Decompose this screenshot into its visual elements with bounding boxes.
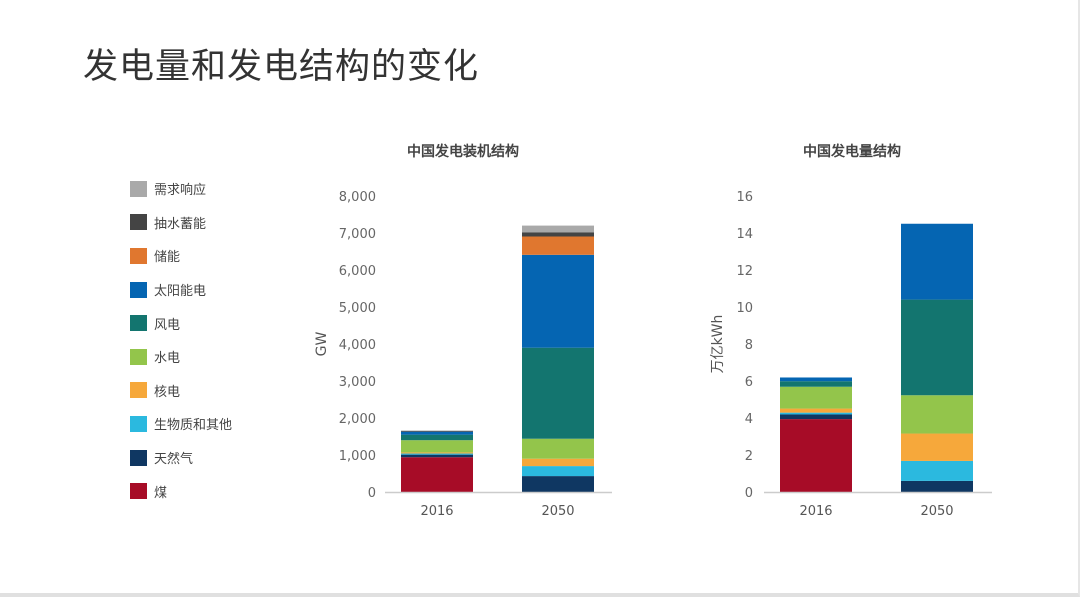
bar-segment — [901, 223, 973, 300]
y-tick-label: 4 — [745, 412, 753, 427]
bar-segment — [522, 225, 594, 233]
bar-segment — [401, 430, 473, 432]
legend-swatch — [130, 180, 147, 197]
legend-label: 生物质和其他 — [154, 418, 233, 434]
legend-item: 煤 — [130, 474, 232, 508]
y-tick-label: 4,000 — [339, 338, 376, 353]
bar-segment — [401, 440, 473, 453]
bar-segment — [401, 453, 473, 455]
bar-segment — [780, 414, 852, 420]
legend-label: 需求响应 — [154, 183, 207, 199]
legend-swatch — [130, 247, 147, 264]
legend-item: 天然气 — [130, 441, 232, 475]
legend-swatch — [130, 315, 147, 332]
x-tick-label: 2050 — [920, 504, 953, 519]
legend-label: 抽水蓄能 — [154, 216, 207, 232]
legend-swatch — [130, 382, 147, 399]
bar-segment — [522, 476, 594, 492]
y-tick-label: 5,000 — [339, 301, 376, 316]
bar-segment — [780, 412, 852, 415]
bar-segment — [522, 232, 594, 237]
bar-segment — [780, 408, 852, 413]
bar-segment — [522, 347, 594, 439]
legend-item: 太阳能电 — [130, 273, 232, 307]
bar-segment — [901, 460, 973, 481]
legend-label: 储能 — [154, 250, 181, 266]
legend-swatch — [130, 348, 147, 365]
legend-label: 太阳能电 — [154, 284, 207, 300]
bar-segment — [901, 433, 973, 461]
bar-segment — [401, 454, 473, 458]
legend: 需求响应抽水蓄能储能太阳能电风电水电核电生物质和其他 天然气煤 — [130, 172, 232, 508]
legend-label: 核电 — [154, 384, 181, 400]
legend-label: 风电 — [154, 317, 181, 333]
y-tick-label: 16 — [736, 190, 753, 205]
x-tick-label: 2050 — [541, 504, 574, 519]
y-axis-label: 万亿kWh — [710, 315, 726, 374]
bar-segment — [901, 480, 973, 492]
y-tick-label: 6 — [745, 375, 753, 390]
legend-item: 抽水蓄能 — [130, 206, 232, 240]
y-tick-label: 12 — [736, 264, 753, 279]
legend-item: 需求响应 — [130, 172, 232, 206]
bar-segment — [401, 434, 473, 441]
legend-swatch — [130, 214, 147, 231]
y-tick-label: 6,000 — [339, 264, 376, 279]
y-tick-label: 0 — [745, 486, 753, 501]
y-tick-label: 0 — [368, 486, 376, 501]
y-tick-label: 14 — [736, 227, 753, 242]
legend-item: 生物质和其他 — [130, 407, 232, 441]
legend-item: 风电 — [130, 306, 232, 340]
y-tick-label: 8,000 — [339, 190, 376, 205]
bar-segment — [522, 254, 594, 348]
legend-swatch — [130, 281, 147, 298]
legend-label: 水电 — [154, 351, 181, 367]
bar-segment — [780, 386, 852, 409]
bar-segment — [401, 431, 473, 435]
y-tick-label: 7,000 — [339, 227, 376, 242]
y-tick-label: 2 — [745, 449, 753, 464]
bar-segment — [522, 236, 594, 255]
chart-title: 中国发电量结构 — [803, 143, 901, 160]
page-title: 发电量和发电结构的变化 — [83, 47, 480, 87]
bar-segment — [522, 466, 594, 477]
bar-segment — [401, 457, 473, 492]
bar-segment — [401, 452, 473, 454]
y-tick-label: 8 — [745, 338, 753, 353]
bar-segment — [780, 377, 852, 382]
legend-swatch — [130, 483, 147, 500]
bar-segment — [522, 458, 594, 467]
x-tick-label: 2016 — [799, 504, 832, 519]
y-tick-label: 3,000 — [339, 375, 376, 390]
bar-segment — [780, 381, 852, 387]
bar-segment — [901, 299, 973, 396]
legend-swatch — [130, 415, 147, 432]
legend-label: 煤 — [154, 485, 168, 501]
chart-title: 中国发电装机结构 — [407, 143, 519, 160]
bar-segment — [522, 438, 594, 459]
y-tick-label: 10 — [736, 301, 753, 316]
y-tick-label: 1,000 — [339, 449, 376, 464]
legend-swatch — [130, 449, 147, 466]
legend-label: 天然气 — [154, 452, 194, 468]
legend-item: 水电 — [130, 340, 232, 374]
legend-item: 储能 — [130, 239, 232, 273]
x-tick-label: 2016 — [420, 504, 453, 519]
y-axis-label: GW — [314, 332, 330, 357]
legend-item: 核电 — [130, 374, 232, 408]
y-tick-label: 2,000 — [339, 412, 376, 427]
bar-segment — [780, 419, 852, 492]
bar-segment — [901, 395, 973, 434]
